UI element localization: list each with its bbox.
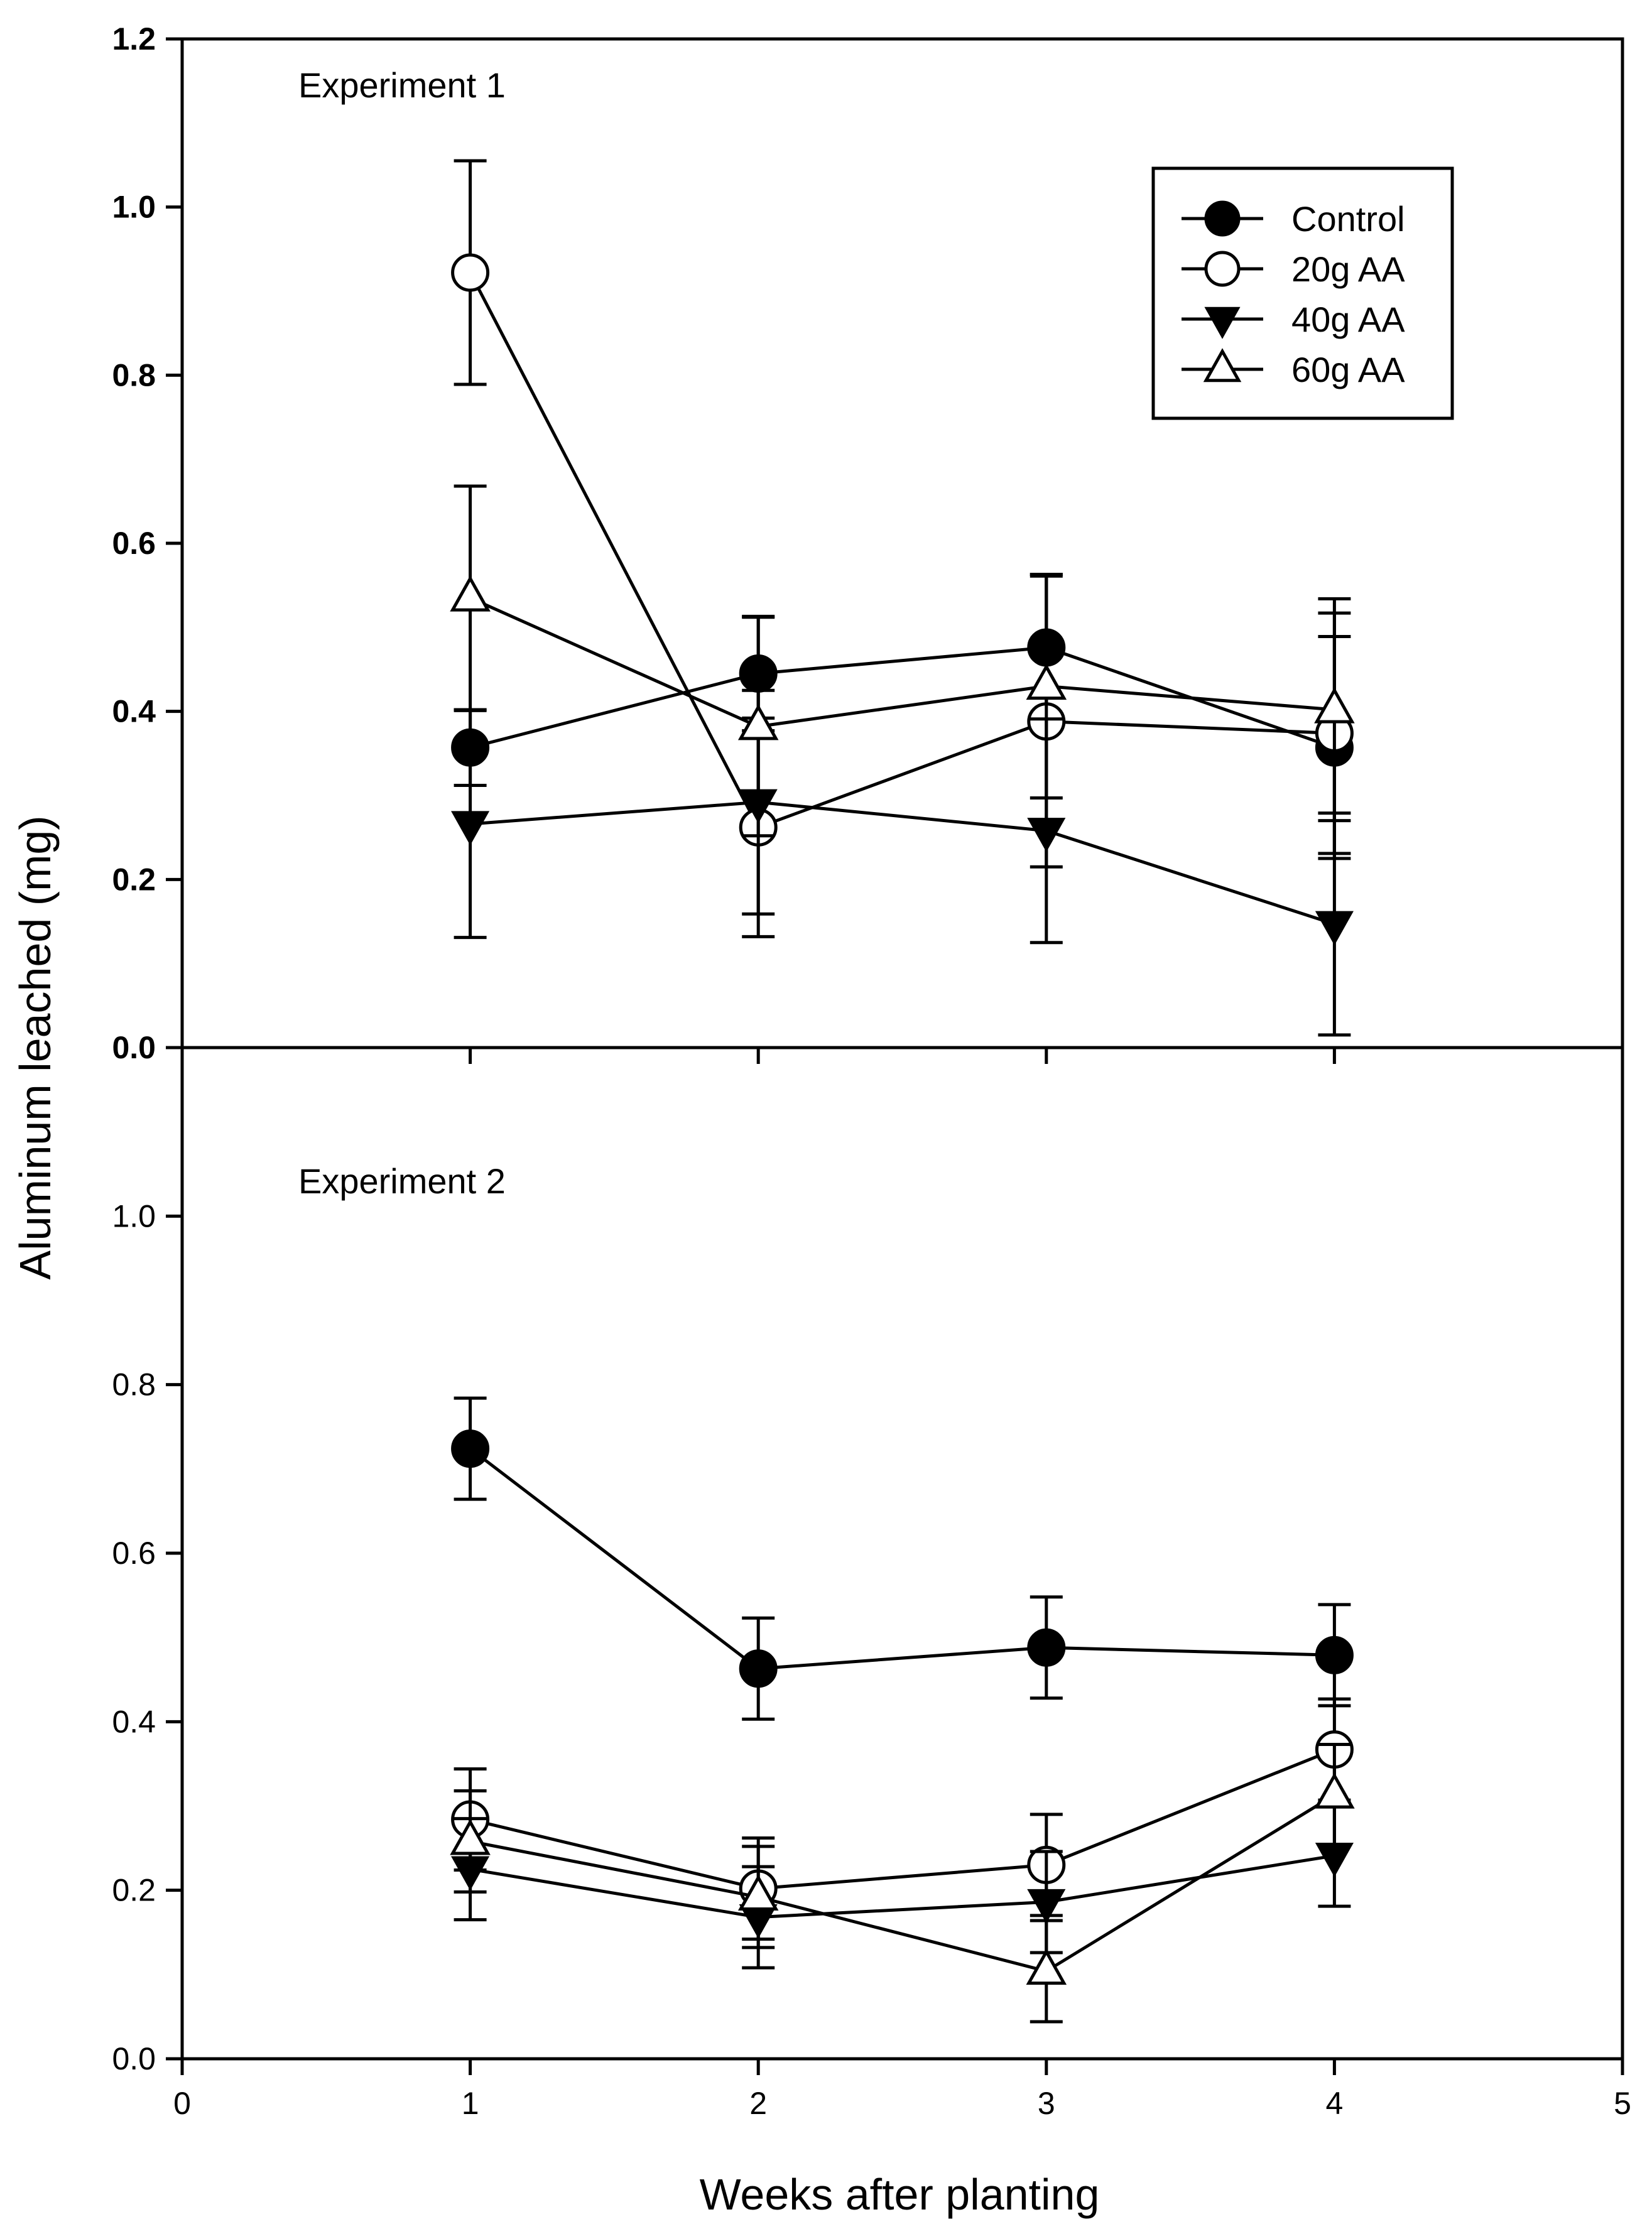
x-axis-title: Weeks after planting xyxy=(700,2170,1100,2219)
legend-marker xyxy=(1203,348,1242,382)
data-point xyxy=(737,703,779,740)
data-point xyxy=(1027,818,1066,852)
y-tick-label: 0.2 xyxy=(112,862,156,897)
series-line xyxy=(469,596,1335,729)
series-line xyxy=(470,1793,1335,1973)
legend-entry: 60g AA xyxy=(1182,348,1405,389)
x-tick-label: 3 xyxy=(1038,2086,1055,2121)
y-tick-label: 0.6 xyxy=(112,1536,156,1571)
panel-1: 0.0 0.2 0.4 0.6 0.8 1.0 1.2 Experiment 1 xyxy=(112,21,1624,1065)
data-point xyxy=(1314,687,1355,724)
panel-title: Experiment 1 xyxy=(298,65,506,105)
y-tick-label: 0.2 xyxy=(112,1873,156,1908)
series-line xyxy=(469,1447,1335,1671)
legend-marker xyxy=(1204,200,1241,237)
x-tick-label: 5 xyxy=(1614,2086,1631,2121)
data-point xyxy=(1027,1889,1066,1924)
x-tick-label: 4 xyxy=(1325,2086,1343,2121)
legend-marker xyxy=(1204,251,1241,287)
series-60g-aa xyxy=(450,1743,1355,2024)
data-point xyxy=(1026,663,1067,700)
series-60g-aa xyxy=(450,484,1355,838)
y-tick-label: 0.4 xyxy=(112,694,156,729)
y-tick-label: 0.0 xyxy=(112,2041,156,2076)
legend-label: 40g AA xyxy=(1291,300,1405,339)
legend-entry: Control xyxy=(1182,199,1405,239)
data-point xyxy=(737,1874,779,1911)
x-tick-label: 2 xyxy=(749,2086,767,2121)
data-point xyxy=(451,253,490,292)
data-point xyxy=(1027,1628,1066,1667)
legend-entry: 40g AA xyxy=(1182,300,1405,339)
y-tick-label: 0.6 xyxy=(112,526,156,561)
y-tick-label: 1.0 xyxy=(112,190,156,225)
x-axis: 0 1 2 3 4 5 xyxy=(173,1048,1631,2121)
legend-marker xyxy=(1204,306,1241,339)
legend-entry: 20g AA xyxy=(1182,249,1405,289)
y-axis: 0.0 0.2 0.4 0.6 0.8 1.0 xyxy=(112,1198,182,2076)
series-control xyxy=(451,1396,1354,1721)
data-point xyxy=(451,1429,490,1468)
series-line xyxy=(470,1854,1335,1919)
y-axis: 0.0 0.2 0.4 0.6 0.8 1.0 1.2 xyxy=(112,21,182,1065)
y-tick-label: 1.2 xyxy=(112,21,156,57)
legend-label: 60g AA xyxy=(1291,350,1405,389)
data-point xyxy=(1314,1772,1355,1809)
x-tick-label: 0 xyxy=(173,2086,191,2121)
legend-label: 20g AA xyxy=(1291,249,1405,289)
y-tick-label: 1.0 xyxy=(112,1198,156,1234)
y-tick-label: 0.0 xyxy=(112,1030,156,1065)
legend: Control 20g AA 40g AA 60g AA xyxy=(1151,166,1454,420)
series-line xyxy=(470,1748,1335,1890)
data-point xyxy=(450,575,491,612)
legend-label: Control xyxy=(1291,199,1405,239)
legend-box xyxy=(1151,166,1454,420)
y-tick-label: 0.8 xyxy=(112,357,156,393)
series-line xyxy=(469,271,1335,830)
data-point xyxy=(1315,1635,1354,1674)
y-tick-label: 0.4 xyxy=(112,1704,156,1739)
panel-2: 0.0 0.2 0.4 0.6 0.8 1.0 Experiment 2 xyxy=(112,1046,1624,2076)
data-point xyxy=(1315,911,1354,946)
data-point xyxy=(451,811,490,845)
panel-title: Experiment 2 xyxy=(298,1161,506,1201)
x-tick-label: 1 xyxy=(462,2086,479,2121)
data-point xyxy=(1026,1948,1067,1985)
y-axis-title: Aluminum leached (mg) xyxy=(11,815,60,1279)
y-tick-label: 0.8 xyxy=(112,1367,156,1402)
data-point xyxy=(450,1818,491,1855)
data-point xyxy=(739,1649,778,1688)
series-line xyxy=(470,800,1335,926)
